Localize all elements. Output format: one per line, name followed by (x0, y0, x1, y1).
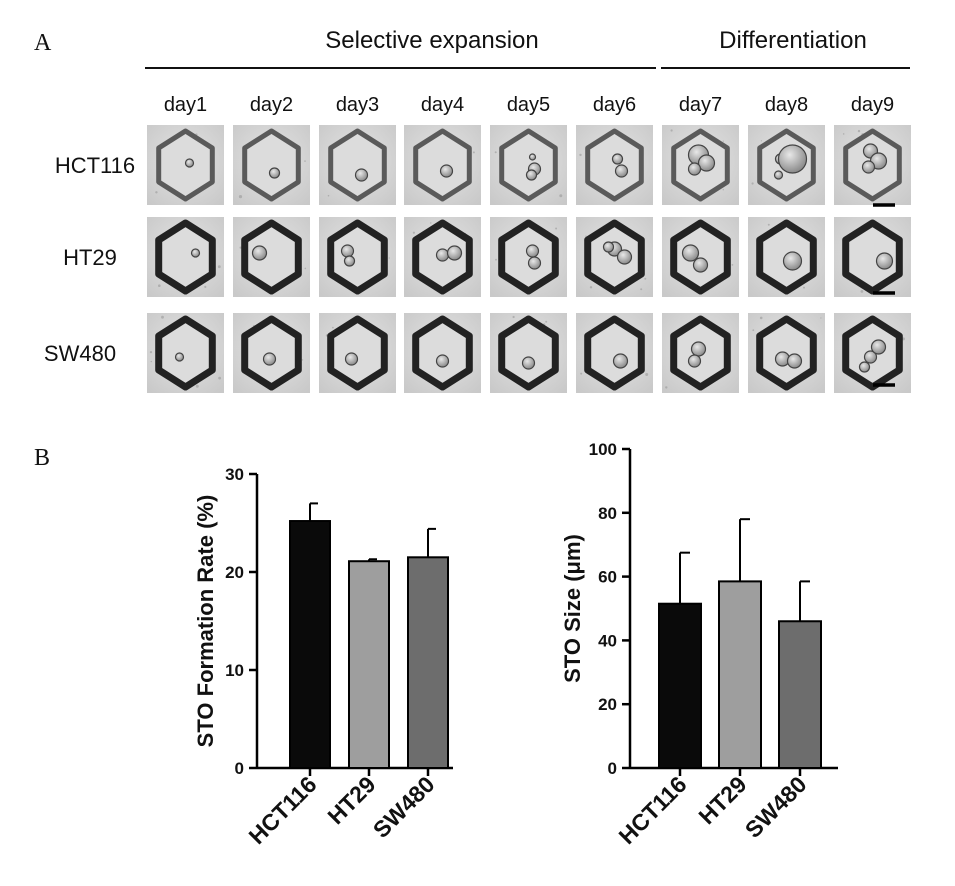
bar-sw480 (407, 556, 449, 769)
micrograph-sw480-day4 (404, 313, 481, 393)
micrograph-sw480-day7 (662, 313, 739, 393)
micrograph-hct116-day7 (662, 125, 739, 205)
bar-hct116 (289, 520, 331, 769)
micrograph-grid (147, 125, 911, 393)
bar-hct116 (658, 602, 702, 770)
micrograph-hct116-day5 (490, 125, 567, 205)
micrograph-ht29-day3 (319, 217, 396, 297)
category-label-sw480: SW480 (740, 771, 812, 843)
y-tick-label: 20 (598, 695, 617, 714)
y-tick-label: 0 (235, 759, 244, 778)
micrograph-ht29-day8 (748, 217, 825, 297)
day-label-5: day5 (507, 94, 550, 116)
panel-a-letter: A (34, 30, 52, 56)
y-tick-label: 40 (598, 631, 617, 650)
y-axis-title: STO Formation Rate (%) (193, 495, 218, 748)
category-label-hct116: HCT116 (613, 771, 691, 849)
row-label-sw480: SW480 (44, 341, 116, 366)
bar-ht29 (348, 560, 390, 769)
y-tick-label: 30 (225, 465, 244, 484)
row-labels: HCT116 HT29 SW480 (44, 153, 135, 366)
category-label-sw480: SW480 (368, 771, 440, 843)
category-label-hct116: HCT116 (243, 771, 321, 849)
micrograph-hct116-day3 (319, 125, 396, 205)
y-axis-title: STO Size (μm) (560, 534, 585, 683)
day-label-3: day3 (336, 94, 379, 116)
micrograph-ht29-day1 (147, 217, 224, 297)
micrograph-ht29-day9 (834, 217, 911, 297)
day-label-4: day4 (421, 94, 464, 116)
day-label-1: day1 (164, 94, 207, 116)
row-label-ht29: HT29 (63, 245, 117, 270)
micrograph-hct116-day2 (233, 125, 310, 205)
y-tick-label: 20 (225, 563, 244, 582)
panel-b-letter: B (34, 445, 50, 471)
day-label-8: day8 (765, 94, 808, 116)
micrograph-sw480-day1 (147, 313, 224, 393)
day-label-9: day9 (851, 94, 894, 116)
micrograph-sw480-day3 (319, 313, 396, 393)
micrograph-ht29-day2 (233, 217, 310, 297)
micrograph-sw480-day5 (490, 313, 567, 393)
bar-sw480 (778, 620, 822, 770)
y-tick-label: 0 (608, 759, 617, 778)
day-label-6: day6 (593, 94, 636, 116)
y-tick-label: 80 (598, 504, 617, 523)
micrograph-hct116-day4 (404, 125, 481, 205)
micrograph-ht29-day4 (404, 217, 481, 297)
micrograph-ht29-day6 (576, 217, 653, 297)
micrograph-hct116-day9 (834, 125, 911, 207)
y-tick-label: 60 (598, 568, 617, 587)
micrograph-ht29-day7 (662, 217, 739, 297)
day-label-7: day7 (679, 94, 722, 116)
header-selective-expansion: Selective expansion (325, 27, 538, 54)
micrograph-hct116-day8 (748, 125, 825, 205)
row-label-hct116: HCT116 (55, 153, 135, 178)
micrograph-ht29-day5 (490, 217, 567, 297)
micrograph-hct116-day6 (576, 125, 653, 205)
y-tick-label: 10 (225, 661, 244, 680)
day-labels: day1 day2 day3 day4 day5 day6 day7 day8 day9 (164, 94, 894, 116)
micrograph-hct116-day1 (147, 125, 224, 205)
micrograph-sw480-day6 (576, 313, 653, 393)
micrograph-sw480-day2 (233, 313, 310, 393)
micrograph-sw480-day9 (834, 313, 911, 393)
day-label-2: day2 (250, 94, 293, 116)
header-differentiation: Differentiation (719, 27, 867, 54)
y-tick-label: 100 (589, 440, 617, 459)
bar-ht29 (718, 580, 762, 770)
micrograph-sw480-day8 (748, 313, 825, 393)
